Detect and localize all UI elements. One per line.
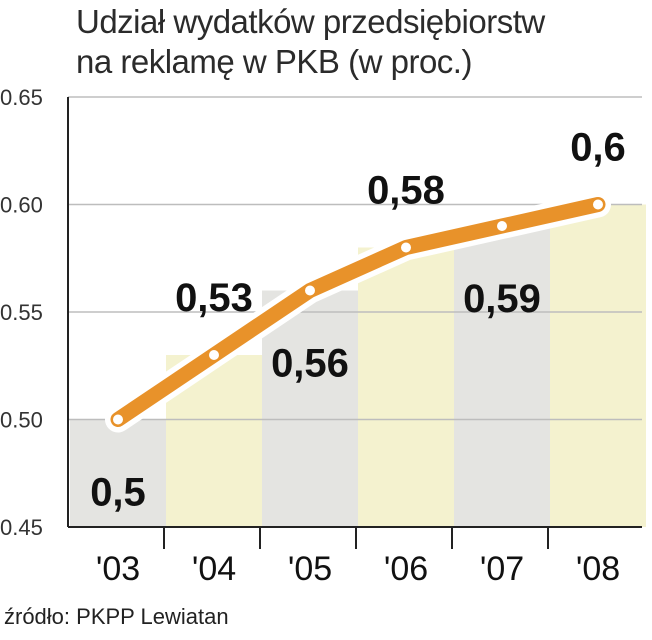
data-label-4: 0,59 — [463, 277, 541, 321]
data-label-0: 0,5 — [90, 471, 146, 515]
x-tick-label-0: '03 — [96, 550, 140, 588]
data-point-3 — [401, 242, 411, 253]
title-line-2: na reklamę w PKB (w proc.) — [76, 43, 472, 80]
bar-5 — [550, 204, 646, 527]
y-tick-label-2: 0.55 — [0, 300, 43, 325]
bar-4 — [454, 226, 550, 527]
line-chart: 0.45 0.50 0.55 0.60 0.65 '03 '04 '05 '06 '07 '08 0,… — [0, 85, 646, 588]
x-tick-label-3: '06 — [384, 550, 428, 588]
series-line — [110, 197, 606, 427]
x-tick-label-4: '07 — [480, 550, 524, 588]
data-label-3: 0,58 — [367, 169, 445, 213]
bar-0 — [70, 419, 166, 527]
bar-3 — [358, 247, 454, 527]
y-tick-label-1: 0.50 — [0, 408, 43, 433]
y-tick-label-0: 0.45 — [0, 515, 43, 540]
x-tick-label-1: '04 — [192, 550, 236, 588]
data-point-2 — [305, 285, 315, 296]
data-point-0 — [113, 414, 123, 425]
y-tick-label-3: 0.60 — [0, 193, 43, 218]
data-point-5 — [593, 199, 603, 210]
x-tick-label-2: '05 — [288, 550, 332, 588]
chart-title: Udział wydatków przedsiębiorstw na rekla… — [76, 2, 646, 82]
title-line-1: Udział wydatków przedsiębiorstw — [76, 3, 545, 40]
data-point-1 — [209, 350, 219, 360]
source-note: źródło: PKPP Lewiatan — [4, 604, 229, 629]
bar-2 — [262, 290, 358, 527]
data-label-1: 0,53 — [175, 276, 253, 320]
y-tick-label-4: 0.65 — [0, 85, 43, 110]
data-point-4 — [497, 221, 507, 231]
x-tick-label-5: '08 — [576, 550, 620, 588]
data-label-2: 0,56 — [271, 342, 349, 386]
data-label-5: 0,6 — [570, 126, 626, 170]
